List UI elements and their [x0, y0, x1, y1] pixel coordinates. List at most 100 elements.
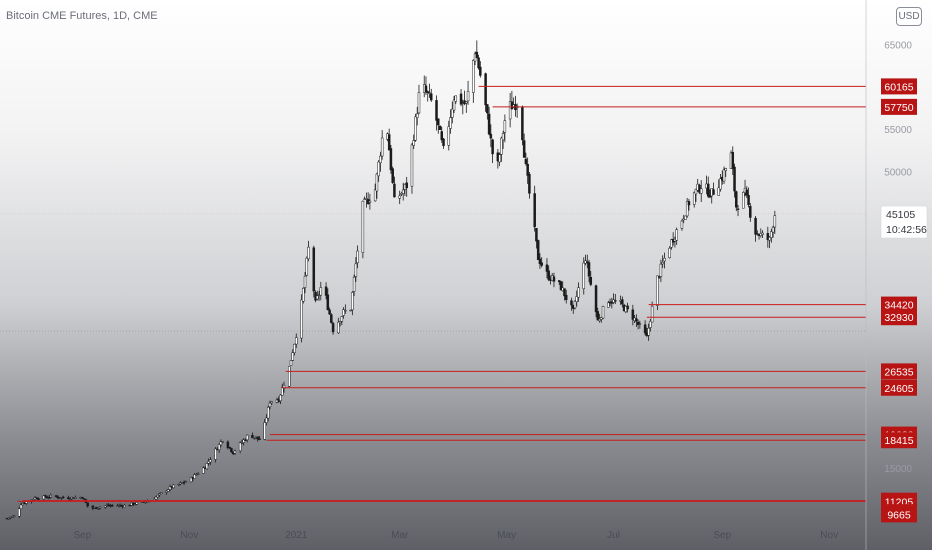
candle-body	[638, 323, 642, 325]
candle	[352, 274, 356, 297]
candle-body	[547, 270, 550, 280]
x-tick-label: Sep	[713, 530, 731, 541]
candle	[736, 205, 740, 217]
currency-selector[interactable]: USD	[896, 7, 922, 26]
candle	[442, 137, 445, 149]
candle	[240, 439, 244, 444]
candle-body	[19, 504, 23, 509]
candle-body	[233, 450, 237, 454]
candle-body	[195, 474, 198, 476]
candle-body	[412, 140, 415, 146]
candle	[424, 76, 428, 95]
candle	[401, 182, 405, 201]
candle-body	[7, 517, 11, 519]
candle-body	[217, 444, 221, 451]
candle	[279, 393, 282, 405]
candle	[771, 225, 775, 238]
candle	[405, 176, 408, 197]
candle	[570, 297, 573, 311]
candle-body	[307, 246, 310, 260]
candle	[559, 280, 563, 291]
candle	[487, 106, 491, 136]
candle	[479, 61, 482, 78]
candle	[535, 227, 538, 249]
candle	[91, 505, 95, 511]
candle-body	[557, 280, 561, 283]
x-tick-label: Nov	[820, 530, 838, 541]
candle	[573, 300, 577, 310]
candle-body	[258, 438, 261, 441]
candle-body	[424, 85, 428, 92]
candle	[7, 517, 11, 520]
candle	[526, 157, 529, 184]
candle-body	[589, 277, 593, 285]
candle	[447, 120, 451, 151]
candle	[251, 432, 254, 439]
candle-body	[268, 402, 272, 407]
candle	[415, 106, 419, 126]
candle	[379, 151, 382, 172]
candle-body	[438, 125, 442, 130]
candle	[614, 293, 617, 304]
candle-body	[219, 441, 223, 446]
candle	[245, 434, 249, 443]
candle	[638, 320, 642, 329]
candle-body	[559, 281, 563, 291]
candle-body	[442, 138, 445, 146]
candle-body	[331, 323, 335, 333]
candle-body	[67, 497, 70, 500]
candle-body	[712, 189, 715, 195]
countdown-label: 10:42:56	[886, 224, 927, 236]
level-label: 24605	[884, 383, 913, 395]
candle-body	[165, 490, 168, 493]
candle-body	[410, 144, 414, 187]
candle-body	[650, 305, 654, 323]
candle-body	[265, 417, 268, 423]
candle-body	[82, 498, 86, 500]
level-label: 9665	[887, 509, 911, 521]
candle	[477, 54, 480, 70]
candle	[158, 492, 161, 498]
candle	[217, 443, 221, 454]
last-price-label-bg	[880, 205, 928, 239]
candle	[349, 309, 352, 312]
candle	[410, 143, 414, 194]
candle-body	[761, 232, 764, 235]
candle-body	[649, 321, 652, 328]
candle-body	[466, 90, 470, 102]
candle-body	[437, 118, 440, 126]
candle-body	[295, 337, 298, 345]
candle-body	[184, 481, 188, 483]
candle	[44, 494, 47, 499]
candle	[21, 501, 25, 506]
candle	[747, 187, 750, 208]
candle	[465, 101, 468, 113]
candle-body	[670, 239, 673, 248]
candle	[621, 296, 624, 308]
candle-body	[172, 484, 175, 488]
x-tick-label: Jul	[607, 530, 620, 541]
candle-body	[668, 247, 671, 259]
candle	[337, 317, 340, 334]
candle-body	[349, 309, 352, 312]
candle-body	[338, 321, 342, 324]
candle-body	[279, 394, 282, 402]
candle-body	[500, 137, 503, 155]
candle-body	[719, 178, 722, 190]
candle	[295, 333, 298, 349]
candle	[600, 316, 603, 323]
candle-body	[405, 182, 408, 189]
candle	[123, 503, 126, 508]
candle	[489, 124, 493, 148]
candle	[661, 255, 664, 268]
candle-body	[107, 504, 110, 506]
candle-body	[768, 237, 771, 241]
candle	[466, 80, 470, 105]
candle	[412, 134, 415, 150]
candle	[598, 313, 601, 323]
candle	[54, 494, 58, 498]
candle-body	[123, 504, 126, 508]
candle	[303, 272, 307, 294]
